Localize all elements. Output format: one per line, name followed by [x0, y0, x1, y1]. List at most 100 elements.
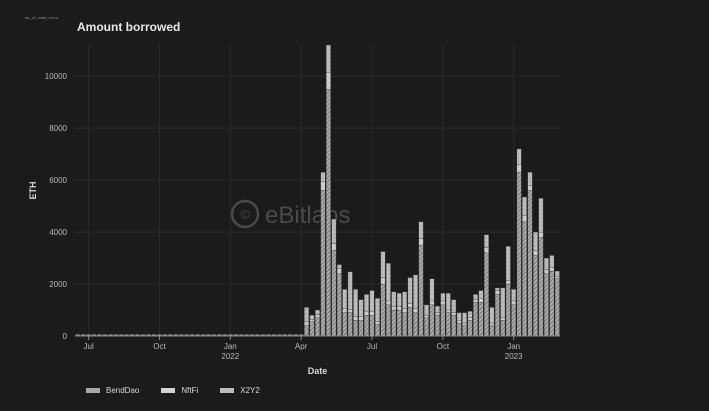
bar-x2y2: [549, 255, 555, 268]
bar-benddao: [200, 334, 206, 336]
x-tick-sublabel: 2022: [221, 352, 239, 361]
bar-x2y2: [445, 292, 451, 311]
bar-benddao: [358, 320, 364, 337]
bar-nftfi: [385, 300, 391, 305]
chart-title: Amount borrowed: [77, 20, 181, 34]
bar-nftfi: [462, 322, 468, 326]
bar-x2y2: [516, 148, 522, 165]
bar-benddao: [364, 315, 369, 337]
grid-layer: [75, 45, 560, 337]
bar-nftfi: [358, 316, 364, 321]
bar-nftfi: [554, 276, 560, 279]
bar-nftfi: [315, 314, 320, 318]
bar-benddao: [489, 325, 495, 337]
bars-layer: [75, 44, 560, 337]
bar-benddao: [277, 334, 282, 336]
bar-benddao: [511, 304, 517, 337]
bar-benddao: [533, 255, 538, 337]
bar-benddao: [211, 334, 217, 336]
bar-benddao: [119, 334, 124, 336]
bar-x2y2: [505, 246, 511, 281]
bar-x2y2: [462, 312, 468, 324]
bar-benddao: [549, 270, 555, 337]
bar-benddao: [505, 283, 511, 337]
bar-benddao: [168, 334, 173, 336]
bar-nftfi: [484, 247, 489, 254]
bar-x2y2: [500, 287, 506, 318]
bar-benddao: [435, 315, 440, 337]
bar-benddao: [543, 273, 549, 337]
bar-nftfi: [429, 300, 435, 305]
bar-x2y2: [538, 198, 544, 233]
bar-x2y2: [375, 298, 380, 322]
x-axis-label: Date: [308, 366, 328, 376]
bar-benddao: [162, 334, 168, 336]
bar-x2y2: [473, 294, 478, 300]
bar-nftfi: [445, 309, 451, 313]
bar-benddao: [238, 334, 244, 336]
bar-benddao: [315, 317, 320, 337]
svg-text:©: ©: [240, 207, 250, 222]
bar-benddao: [304, 325, 309, 337]
bar-x2y2: [331, 218, 337, 244]
bar-benddao: [255, 334, 260, 336]
bar-nftfi: [342, 308, 348, 313]
bar-nftfi: [533, 250, 538, 256]
y-axis-label: ETH: [28, 182, 38, 200]
bar-x2y2: [511, 289, 517, 302]
bar-nftfi: [549, 266, 555, 272]
bar-x2y2: [527, 172, 533, 186]
bar-benddao: [244, 334, 249, 336]
bar-benddao: [473, 302, 478, 337]
legend-item-x2y2: X2Y2: [220, 386, 260, 395]
bar-benddao: [108, 334, 113, 336]
bar-benddao: [391, 309, 397, 337]
bar-x2y2: [315, 309, 320, 315]
y-tick-label: 8000: [49, 124, 67, 133]
bar-x2y2: [413, 274, 418, 309]
bar-nftfi: [331, 243, 337, 251]
bar-nftfi: [473, 299, 478, 303]
bar-nftfi: [440, 300, 446, 305]
bar-benddao: [462, 325, 468, 337]
bar-benddao: [380, 283, 386, 337]
bar-benddao: [402, 312, 408, 337]
bar-nftfi: [467, 317, 473, 321]
bar-benddao: [91, 334, 97, 336]
x-tick-label: Oct: [153, 342, 166, 351]
bar-benddao: [538, 237, 544, 337]
bar-nftfi: [494, 290, 500, 295]
bar-x2y2: [342, 289, 348, 309]
bar-nftfi: [396, 305, 402, 311]
bar-benddao: [456, 322, 462, 337]
bar-benddao: [467, 320, 473, 337]
bar-benddao: [135, 334, 140, 336]
bar-x2y2: [380, 251, 386, 278]
bar-benddao: [222, 334, 228, 336]
bar-benddao: [353, 320, 359, 337]
bar-x2y2: [418, 221, 424, 239]
bar-benddao: [80, 334, 86, 336]
bar-x2y2: [402, 291, 408, 309]
bar-x2y2: [336, 264, 342, 269]
bar-benddao: [369, 315, 375, 337]
bar-nftfi: [451, 312, 457, 316]
bar-benddao: [129, 334, 135, 336]
legend-label-x2y2: X2Y2: [240, 386, 260, 395]
bar-x2y2: [320, 172, 326, 182]
bar-benddao: [336, 273, 342, 337]
bar-x2y2: [429, 278, 435, 302]
bar-nftfi: [364, 311, 369, 316]
x-tick-label: Oct: [437, 342, 450, 351]
bar-nftfi: [380, 277, 386, 285]
bar-benddao: [385, 304, 391, 337]
bar-benddao: [484, 252, 489, 337]
x-tick-label: Apr: [295, 342, 308, 351]
bar-nftfi: [516, 164, 522, 173]
bar-x2y2: [484, 234, 489, 248]
bar-nftfi: [304, 321, 309, 326]
chart-caption: as_of_date_xxxx: [25, 15, 59, 20]
bar-benddao: [331, 250, 337, 337]
bar-benddao: [478, 302, 484, 337]
bar-benddao: [266, 334, 271, 336]
